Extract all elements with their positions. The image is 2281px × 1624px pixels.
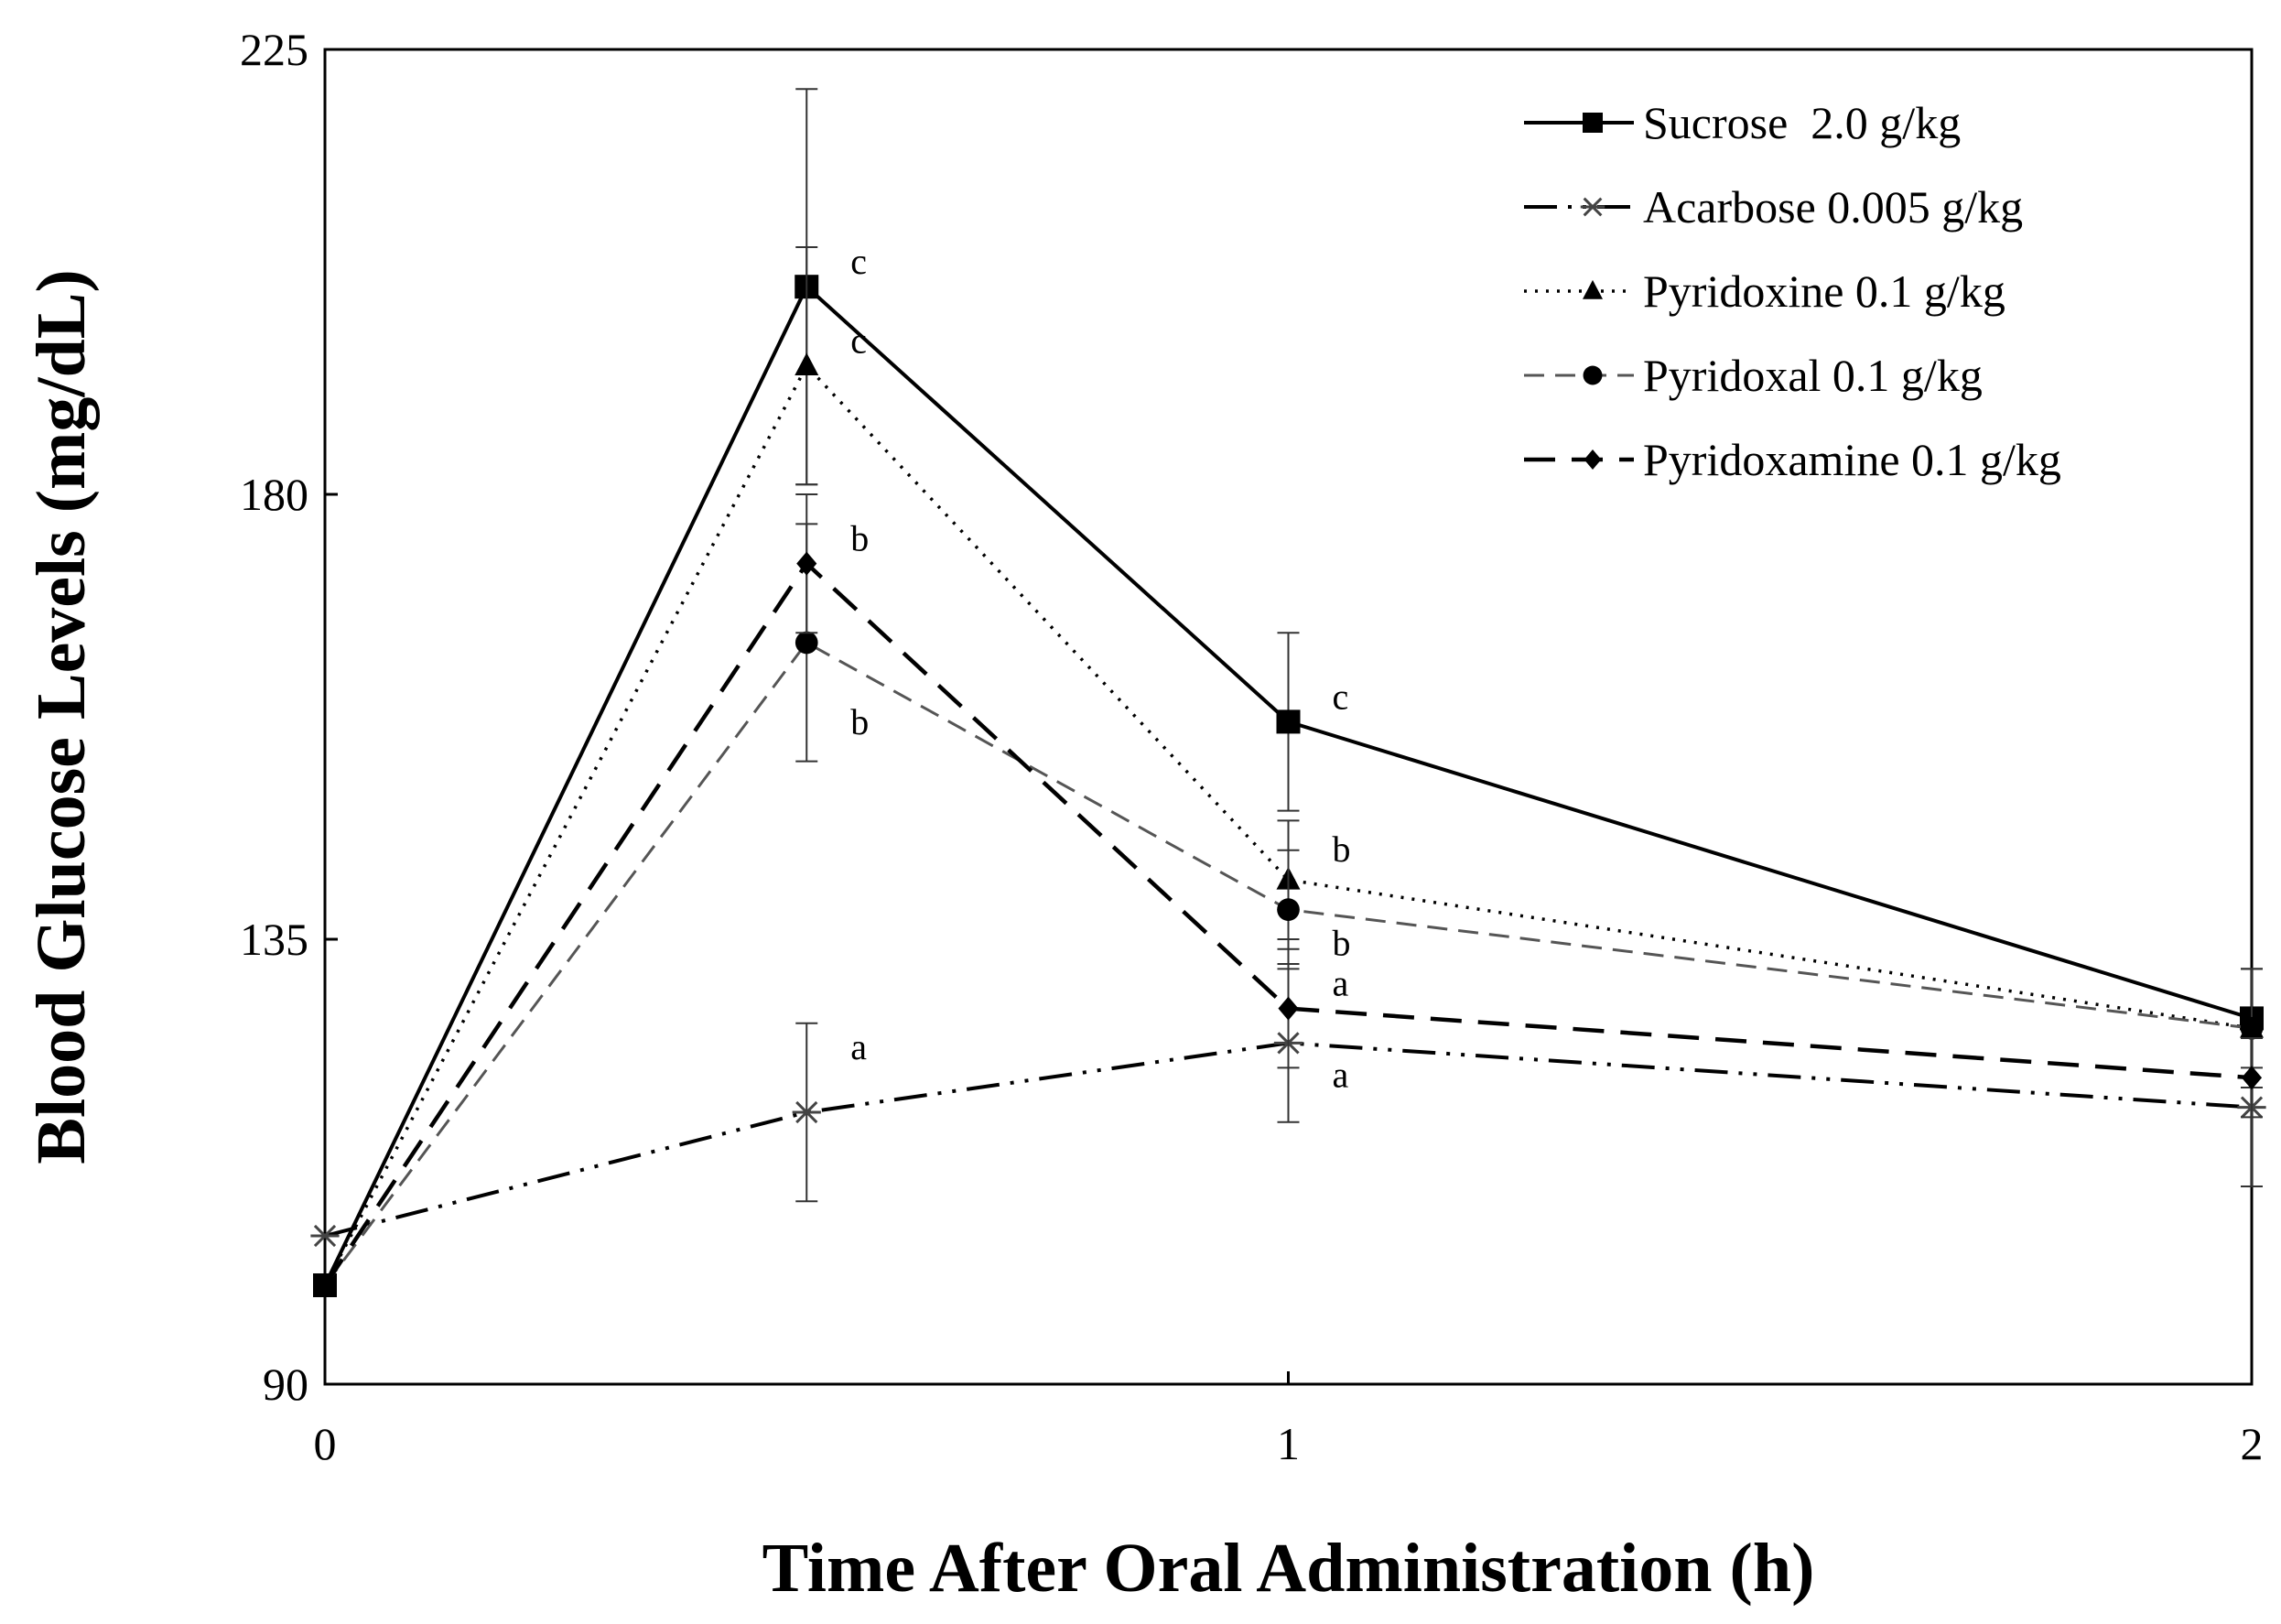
series-line xyxy=(323,363,2253,1286)
y-tick-label: 180 xyxy=(240,469,308,520)
significance-label: b xyxy=(1333,923,1351,964)
legend-item-1: Sucrose 2.0 g/kg xyxy=(1524,97,1961,148)
legend: Sucrose 2.0 g/kg Acarbose 0.005 g/kg Pyrid… xyxy=(1524,97,2061,485)
legend-label: Pyridoxine 0.1 g/kg xyxy=(1643,265,2005,317)
legend-item-5: Pyridoxamine 0.1 g/kg xyxy=(1524,434,2061,485)
x-axis-title: Time After Oral Administration (h) xyxy=(762,1530,1815,1607)
legend-item-2: Acarbose 0.005 g/kg xyxy=(1524,181,2023,233)
data-point-circle xyxy=(795,631,818,655)
significance-label: c xyxy=(850,241,867,282)
legend-label: Pyridoxal 0.1 g/kg xyxy=(1643,350,1983,401)
data-point-square xyxy=(1583,113,1603,133)
data-point-diamond xyxy=(2241,1066,2263,1090)
legend-label: Pyridoxamine 0.1 g/kg xyxy=(1643,434,2061,485)
significance-label: c xyxy=(1333,676,1349,717)
legend-label: Sucrose 2.0 g/kg xyxy=(1643,97,1961,148)
y-axis-title: Blood Glucose Levels (mg/dL) xyxy=(23,269,100,1164)
significance-label: b xyxy=(850,518,869,559)
data-point-diamond xyxy=(796,551,817,576)
y-tick-label: 225 xyxy=(240,24,308,75)
data-point-square xyxy=(1276,709,1301,734)
data-point-triangle xyxy=(795,352,819,375)
legend-label: Acarbose 0.005 g/kg xyxy=(1643,181,2023,233)
data-point-asterisk xyxy=(792,1100,821,1124)
data-point-circle xyxy=(1277,898,1300,921)
legend-item-4: Pyridoxal 0.1 g/kg xyxy=(1524,350,1983,401)
data-point-circle xyxy=(2240,1016,2264,1040)
series-line xyxy=(323,641,2253,1286)
series-2: aa xyxy=(310,963,2266,1248)
series-5: ba xyxy=(314,493,2263,1297)
legend-item-3: Pyridoxine 0.1 g/kg xyxy=(1524,265,2005,317)
series-line xyxy=(324,1041,2253,1238)
significance-label: a xyxy=(1333,1054,1349,1095)
data-point-diamond xyxy=(314,1273,336,1297)
x-tick-label: 0 xyxy=(314,1418,337,1469)
significance-label: b xyxy=(1333,828,1351,870)
significance-label: b xyxy=(850,701,869,742)
data-point-asterisk xyxy=(1580,197,1605,217)
data-point-diamond xyxy=(1278,996,1299,1021)
asterisk-stroke xyxy=(1583,197,1603,217)
data-point-diamond xyxy=(1584,449,1602,470)
series-line xyxy=(323,560,2253,1287)
x-tick-label: 2 xyxy=(2241,1418,2264,1469)
significance-label: c xyxy=(850,320,867,362)
significance-label: a xyxy=(1333,963,1349,1004)
data-point-triangle xyxy=(1583,279,1603,299)
asterisk-stroke xyxy=(313,1224,337,1248)
data-point-circle xyxy=(1583,365,1603,385)
axis-ticks: 90 135 180 225 0 1 2 xyxy=(240,24,2264,1469)
y-tick-label: 135 xyxy=(240,914,308,965)
series-line xyxy=(323,283,2253,1286)
asterisk-stroke xyxy=(795,1100,818,1124)
y-tick-label: 90 xyxy=(263,1359,308,1410)
x-tick-label: 1 xyxy=(1277,1418,1300,1469)
series-4: bb xyxy=(313,523,2264,1297)
data-point-asterisk xyxy=(310,1224,340,1248)
significance-label: a xyxy=(850,1026,867,1067)
